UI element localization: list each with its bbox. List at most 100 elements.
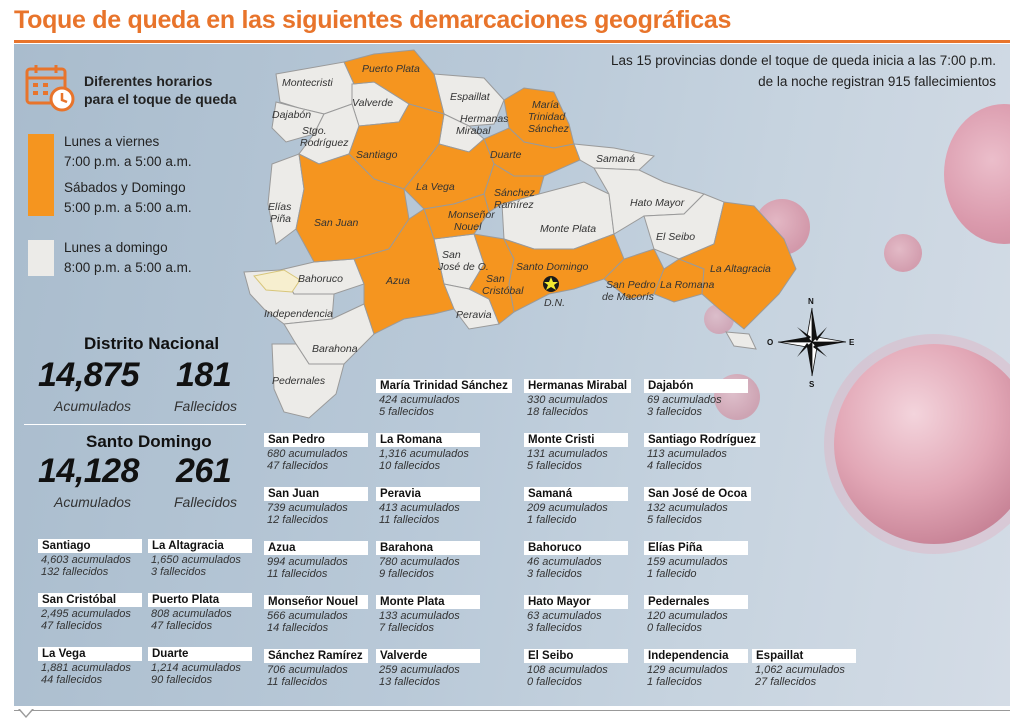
- map-label: Hermanas: [460, 113, 509, 125]
- legend-heading-line: Diferentes horarios: [84, 73, 213, 89]
- map-label: Ramírez: [494, 199, 534, 211]
- province-card-fallecidos: 11 fallecidos: [267, 568, 328, 580]
- province-card-name: María Trinidad Sánchez: [376, 379, 512, 393]
- province-card-fallecidos: 0 fallecidos: [647, 622, 703, 634]
- province-card-acumulados: 4,603 acumulados: [41, 554, 131, 566]
- province-card-name: San José de Ocoa: [644, 487, 752, 501]
- province-card-acumulados: 120 acumulados: [647, 610, 728, 622]
- province-card-fallecidos: 5 fallecidos: [647, 514, 703, 526]
- map-label: La Vega: [416, 181, 455, 193]
- big-stat-fall-label: Fallecidos: [174, 494, 238, 510]
- province-card-name: Dajabón: [644, 379, 748, 393]
- compass-rose: N S E O: [767, 297, 855, 389]
- province-card-name: Espaillat: [752, 649, 856, 663]
- map-label: Azua: [385, 275, 410, 287]
- map-label: Piña: [270, 213, 291, 225]
- province-card-name: Monte Plata: [376, 595, 480, 609]
- province-card: Bahoruco 46 acumulados 3 fallecidos: [524, 538, 640, 580]
- province-la-altagracia: [677, 201, 797, 330]
- map-label: Dajabón: [272, 109, 311, 121]
- map-label: José de O.: [437, 261, 489, 273]
- map-label: Elías: [268, 201, 292, 213]
- star-icon: [544, 277, 558, 290]
- map-label: La Romana: [660, 279, 714, 291]
- province-card: Duarte 1,214 acumulados 90 fallecidos: [148, 644, 264, 686]
- map-label: Santiago: [356, 149, 398, 161]
- note-line: de la noche registran 915 fallecimientos: [758, 74, 996, 89]
- province-card: Pedernales 120 acumulados 0 fallecidos: [644, 592, 760, 634]
- map-label: Puerto Plata: [362, 63, 420, 75]
- province-santo-domingo: [503, 233, 625, 313]
- province-card-fallecidos: 1 fallecido: [527, 514, 577, 526]
- province-card-acumulados: 680 acumulados: [267, 448, 348, 460]
- province-card-name: La Romana: [376, 433, 480, 447]
- province-card-name: El Seibo: [524, 649, 628, 663]
- province-card-name: San Pedro: [264, 433, 368, 447]
- province-card: Monseñor Nouel 566 acumulados 14 fallecido…: [264, 592, 380, 634]
- bottom-rule: [14, 710, 1010, 711]
- province-card: Monte Cristi 131 acumulados 5 fallecidos: [524, 430, 640, 472]
- map-label: Cristóbal: [482, 285, 524, 297]
- province-card: María Trinidad Sánchez 424 acumulados 5 fa…: [376, 376, 512, 418]
- compass-s: S: [809, 380, 815, 389]
- province-card-name: Elías Piña: [644, 541, 748, 555]
- legend-heading: Diferentes horarios para el toque de que…: [84, 72, 236, 108]
- province-card-acumulados: 780 acumulados: [379, 556, 460, 568]
- map-label: Barahona: [312, 343, 358, 355]
- big-stat-acum-label: Acumulados: [54, 494, 132, 510]
- province-card-acumulados: 131 acumulados: [527, 448, 608, 460]
- map-label: Stgo.: [302, 125, 327, 137]
- virus-large-illustration: [834, 344, 1010, 544]
- province-card: Dajabón 69 acumulados 3 fallecidos: [644, 376, 760, 418]
- province-card: Samaná 209 acumulados 1 fallecido: [524, 484, 640, 526]
- province-card-name: Santiago Rodríguez: [644, 433, 760, 447]
- legend-orange-text: Lunes a viernes 7:00 p.m. a 5:00 a.m. Sá…: [64, 132, 192, 218]
- map-label: Monte Plata: [540, 223, 596, 235]
- big-stat-fallecidos: 181: [176, 356, 232, 394]
- province-card-fallecidos: 4 fallecidos: [647, 460, 703, 472]
- map-label: San Juan: [314, 217, 359, 229]
- province-card-fallecidos: 132 fallecidos: [41, 566, 109, 578]
- province-card-acumulados: 739 acumulados: [267, 502, 348, 514]
- province-card-fallecidos: 47 fallecidos: [267, 460, 329, 472]
- map-label: Peravia: [456, 309, 492, 321]
- province-card-acumulados: 1,316 acumulados: [379, 448, 469, 460]
- legend-line: 8:00 p.m. a 5:00 a.m.: [64, 260, 192, 275]
- pointer-notch-inner: [20, 709, 32, 716]
- map-label: Independencia: [264, 308, 333, 320]
- province-card: Hermanas Mirabal 330 acumulados 18 falleci…: [524, 376, 640, 418]
- map-label: Pedernales: [272, 375, 326, 387]
- province-card-acumulados: 1,214 acumulados: [151, 662, 241, 674]
- map-label: Mirabal: [456, 125, 491, 137]
- legend-line: 7:00 p.m. a 5:00 a.m.: [64, 154, 192, 169]
- province-card: La Vega 1,881 acumulados 44 fallecidos: [38, 644, 154, 686]
- province-card: Hato Mayor 63 acumulados 3 fallecidos: [524, 592, 640, 634]
- virus-small-illustration: [884, 234, 922, 272]
- province-card-name: Monseñor Nouel: [264, 595, 368, 609]
- province-card: Valverde 259 acumulados 13 fallecidos: [376, 646, 492, 688]
- province-card-fallecidos: 3 fallecidos: [527, 622, 583, 634]
- province-card: La Romana 1,316 acumulados 10 fallecidos: [376, 430, 492, 472]
- stat-separator: [24, 424, 246, 425]
- map-label: San Pedro: [606, 279, 656, 291]
- province-card-fallecidos: 47 fallecidos: [151, 620, 213, 632]
- compass-n: N: [808, 297, 814, 306]
- province-card-fallecidos: 3 fallecidos: [151, 566, 207, 578]
- province-card-fallecidos: 3 fallecidos: [527, 568, 583, 580]
- map-label: Montecristi: [282, 77, 333, 89]
- province-card: San Pedro 680 acumulados 47 fallecidos: [264, 430, 380, 472]
- province-card-name: Monte Cristi: [524, 433, 628, 447]
- province-card-acumulados: 159 acumulados: [647, 556, 728, 568]
- province-card-name: Hato Mayor: [524, 595, 628, 609]
- province-pedernales: [271, 343, 345, 419]
- province-card: Independencia 129 acumulados 1 fallecidos: [644, 646, 760, 688]
- map-label: de Macorís: [602, 291, 655, 303]
- province-card-name: Independencia: [644, 649, 748, 663]
- big-stat-name: Distrito Nacional: [84, 334, 220, 353]
- map-label: Santo Domingo: [516, 261, 589, 273]
- province-card: Azua 994 acumulados 11 fallecidos: [264, 538, 380, 580]
- province-card-acumulados: 2,495 acumulados: [41, 608, 131, 620]
- province-card: Elías Piña 159 acumulados 1 fallecido: [644, 538, 760, 580]
- province-card-name: La Altagracia: [148, 539, 252, 553]
- province-card: La Altagracia 1,650 acumulados 3 fallecido…: [148, 536, 264, 578]
